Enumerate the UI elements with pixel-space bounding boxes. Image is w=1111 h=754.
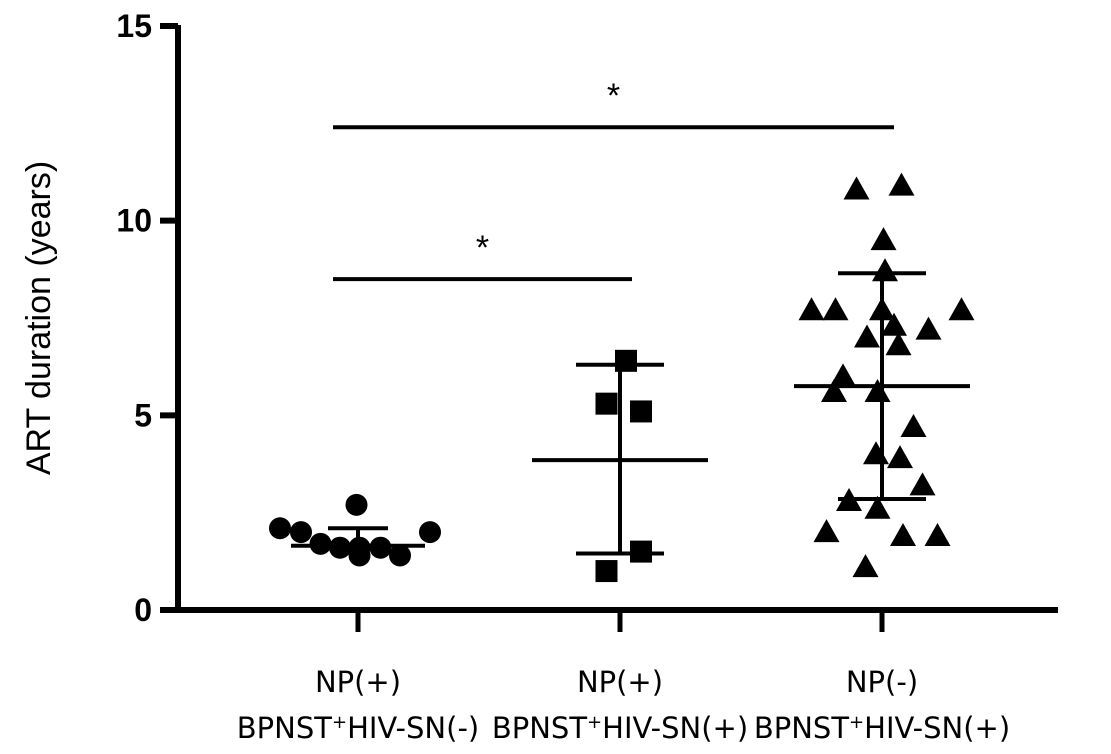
triangle-marker — [836, 487, 862, 511]
triangle-marker — [885, 332, 912, 356]
triangle-marker — [881, 312, 907, 336]
triangle-marker — [863, 441, 889, 465]
triangle-marker — [843, 176, 870, 200]
square-marker — [630, 400, 652, 423]
circle-marker — [290, 521, 312, 544]
y-tick-label: 0 — [134, 592, 152, 628]
circle-marker — [269, 517, 291, 540]
significance-star: * — [607, 77, 620, 115]
significance-annotations: ** — [333, 77, 894, 282]
circle-marker — [348, 544, 371, 567]
triangle-marker — [822, 297, 849, 321]
triangle-marker — [798, 297, 825, 321]
category-label-suffix: HIV-SN(+) — [602, 711, 748, 745]
circle-marker — [369, 536, 392, 559]
category-label-line1: NP(+) — [315, 665, 401, 699]
triangle-marker — [864, 495, 891, 519]
category-label-line2: BPNST+HIV-SN(-) — [237, 711, 479, 745]
square-marker — [595, 560, 618, 583]
y-ticks: 0 5 10 15 — [116, 8, 178, 628]
triangle-marker — [830, 363, 856, 387]
axes — [175, 25, 1058, 613]
category-label-superscript: + — [332, 712, 347, 733]
x-categories: NP(+)BPNST+HIV-SN(-)NP(+)BPNST+HIV-SN(+)… — [237, 610, 1010, 745]
triangle-marker — [821, 378, 847, 402]
triangle-marker — [924, 523, 951, 547]
category-label-line1: NP(+) — [577, 665, 663, 699]
square-marker — [595, 392, 618, 415]
circle-marker — [389, 544, 411, 567]
circle-marker — [329, 536, 351, 559]
category-label-suffix: HIV-SN(-) — [347, 711, 479, 745]
triangle-marker — [909, 472, 936, 496]
triangle-marker — [872, 258, 898, 282]
category-label-line2: BPNST+HIV-SN(+) — [492, 711, 748, 745]
circle-marker — [419, 521, 441, 544]
category-label-superscript: + — [849, 712, 864, 733]
category-label-prefix: BPNST — [237, 711, 332, 745]
triangle-marker — [854, 324, 880, 348]
category-label-prefix: BPNST — [492, 711, 587, 745]
category-label-superscript: + — [587, 712, 602, 733]
triangle-marker — [888, 172, 915, 196]
square-marker — [630, 540, 652, 563]
category-label-prefix: BPNST — [754, 711, 849, 745]
triangle-marker — [864, 378, 891, 402]
significance-star: * — [476, 229, 489, 267]
circle-marker — [309, 532, 332, 555]
category-label-line1: NP(-) — [846, 665, 918, 699]
triangle-marker — [890, 523, 916, 547]
circle-marker — [345, 493, 368, 516]
triangle-marker — [948, 297, 975, 321]
category-label-line2: BPNST+HIV-SN(+) — [754, 711, 1010, 745]
triangle-marker — [915, 316, 942, 340]
data-points — [269, 172, 975, 583]
y-tick-label: 10 — [116, 203, 152, 239]
y-tick-label: 5 — [134, 397, 152, 433]
triangle-marker — [887, 445, 913, 469]
y-tick-label: 15 — [116, 8, 152, 44]
triangle-marker — [869, 297, 895, 321]
triangle-marker — [870, 227, 897, 251]
y-axis-title: ART duration (years) — [20, 161, 58, 475]
category-label-suffix: HIV-SN(+) — [864, 711, 1010, 745]
triangle-marker — [900, 414, 927, 438]
triangle-marker — [813, 519, 840, 543]
triangle-marker — [852, 554, 879, 578]
square-marker — [615, 349, 637, 372]
